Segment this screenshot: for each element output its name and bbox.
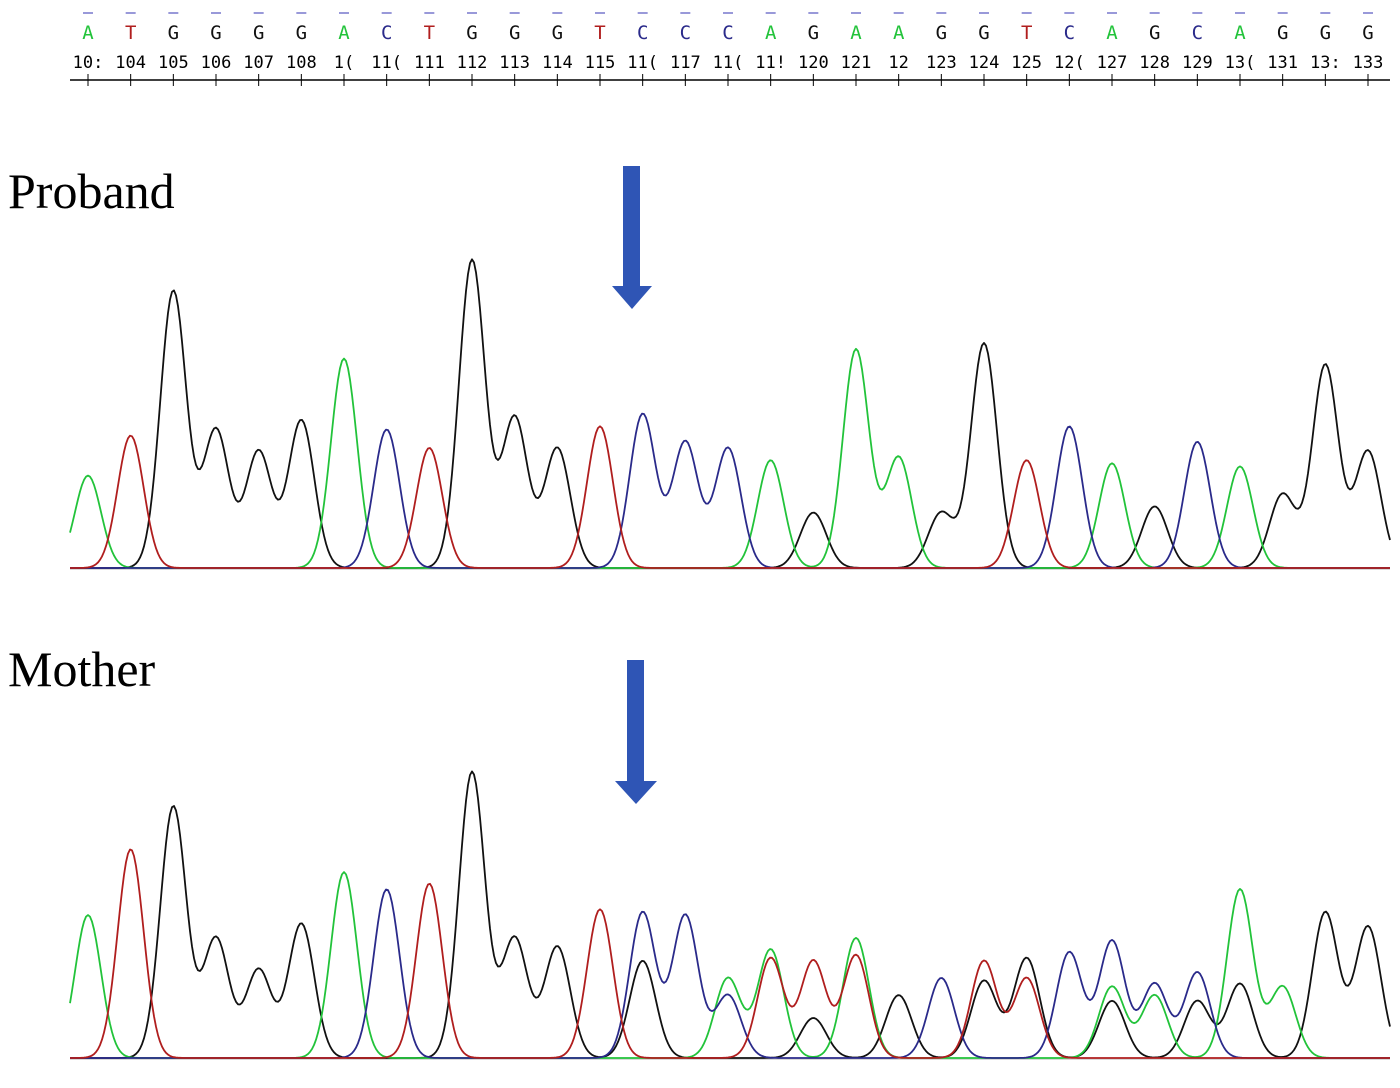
- position-label: 106: [201, 53, 232, 73]
- base-call: G: [1362, 22, 1373, 44]
- position-label: 107: [243, 53, 274, 73]
- position-label: 12(: [1054, 53, 1085, 73]
- base-call: C: [1192, 22, 1203, 44]
- position-label: 113: [499, 53, 530, 73]
- trace-C: [70, 412, 1390, 569]
- base-call: G: [978, 22, 989, 44]
- base-call: T: [424, 22, 435, 44]
- base-call: G: [1320, 22, 1331, 44]
- trace-C: [70, 888, 1390, 1059]
- position-label: 117: [670, 53, 701, 73]
- position-label: 11(: [627, 53, 658, 73]
- base-call: A: [765, 22, 777, 44]
- base-call: A: [82, 22, 94, 44]
- position-label: 13:: [1310, 53, 1341, 73]
- base-call: A: [1234, 22, 1246, 44]
- position-ruler-ticks: [87, 74, 1369, 86]
- chromatogram-proband: [69, 258, 1391, 570]
- base-call: G: [808, 22, 819, 44]
- trace-G: [70, 258, 1391, 569]
- position-label: 13(: [1225, 53, 1256, 73]
- position-label: 105: [158, 53, 189, 73]
- panel-label-proband: Proband: [8, 163, 175, 219]
- position-label: 133: [1353, 53, 1384, 73]
- position-label: 123: [926, 53, 957, 73]
- trace-T: [70, 425, 1390, 569]
- position-label: 121: [841, 53, 872, 73]
- base-call: A: [338, 22, 350, 44]
- panel-label-mother: Mother: [8, 641, 156, 697]
- position-label: 128: [1139, 53, 1170, 73]
- position-label: 115: [585, 53, 616, 73]
- base-call: A: [893, 22, 905, 44]
- base-call: G: [253, 22, 264, 44]
- trace-T: [70, 848, 1390, 1059]
- base-call: C: [1064, 22, 1075, 44]
- chromatogram-mother: [69, 770, 1391, 1060]
- base-call: G: [168, 22, 179, 44]
- trace-A: [69, 871, 1390, 1059]
- base-call: G: [1149, 22, 1160, 44]
- base-call: C: [637, 22, 648, 44]
- base-call: C: [680, 22, 691, 44]
- trace-G: [70, 770, 1391, 1059]
- trace-A: [69, 347, 1390, 569]
- position-label: 10:: [73, 53, 104, 73]
- base-call: G: [1277, 22, 1288, 44]
- position-label: 129: [1182, 53, 1213, 73]
- base-call: G: [466, 22, 477, 44]
- base-call: C: [722, 22, 733, 44]
- position-label: 114: [542, 53, 573, 73]
- position-label: 11(: [713, 53, 744, 73]
- position-label: 124: [969, 53, 1000, 73]
- arrow-mother: [615, 660, 657, 804]
- position-label: 1(: [334, 53, 354, 73]
- position-label: 104: [115, 53, 146, 73]
- position-label: 120: [798, 53, 829, 73]
- position-label: 112: [457, 53, 488, 73]
- position-label: 125: [1011, 53, 1042, 73]
- position-label: 111: [414, 53, 445, 73]
- base-call: C: [381, 22, 392, 44]
- base-call: G: [296, 22, 307, 44]
- arrow-proband: [612, 166, 652, 309]
- sequence-header: A 10: T 104 G 105 G 106 G 107 G 108 A 1( C 11( T 111 G 112 G…: [73, 12, 1384, 73]
- base-call: G: [509, 22, 520, 44]
- base-call: A: [850, 22, 862, 44]
- base-call: G: [936, 22, 947, 44]
- base-call: T: [1021, 22, 1032, 44]
- position-label: 108: [286, 53, 317, 73]
- position-label: 11(: [371, 53, 402, 73]
- base-call: T: [594, 22, 605, 44]
- base-call: G: [210, 22, 221, 44]
- base-call: T: [125, 22, 136, 44]
- position-label: 11!: [755, 53, 786, 73]
- position-label: 127: [1097, 53, 1128, 73]
- base-call: G: [552, 22, 563, 44]
- base-call: A: [1106, 22, 1118, 44]
- position-label: 131: [1267, 53, 1298, 73]
- position-label: 12: [888, 53, 908, 73]
